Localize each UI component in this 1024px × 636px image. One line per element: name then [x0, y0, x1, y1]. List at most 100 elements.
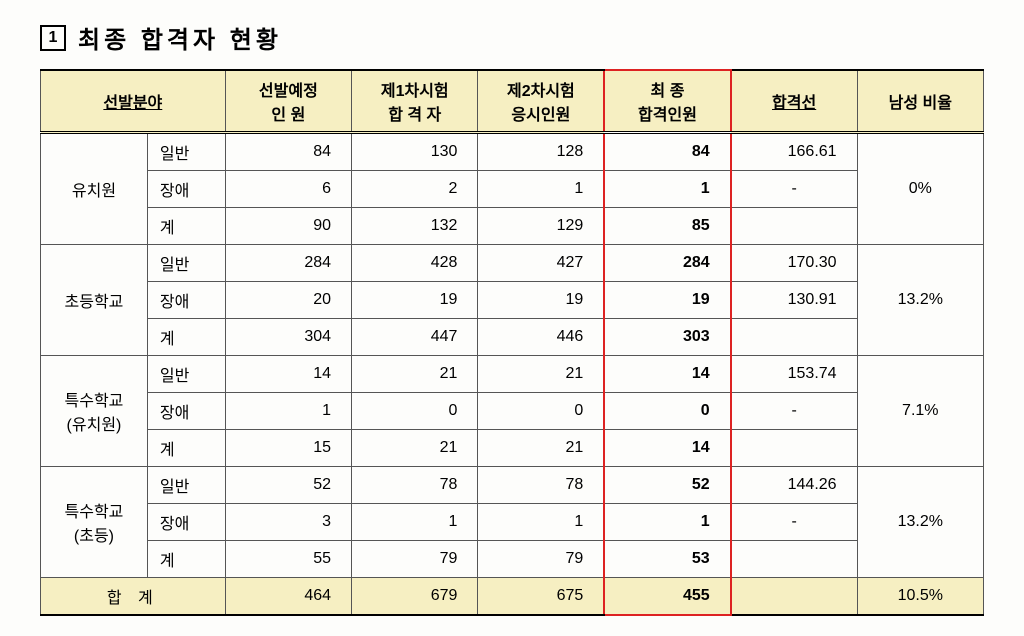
final-pass-cell: 14	[604, 430, 730, 467]
value-cell: 21	[352, 356, 478, 393]
male-ratio-cell: 13.2%	[857, 467, 983, 578]
final-pass-cell: 84	[604, 133, 730, 171]
cutoff-cell: -	[731, 393, 857, 430]
table-row: 계304447446303	[41, 319, 984, 356]
th-exam2-l1: 제2차시험	[507, 83, 575, 100]
value-cell: 20	[225, 282, 351, 319]
value-cell: 304	[225, 319, 351, 356]
value-cell: 6	[225, 171, 351, 208]
category-cell: 특수학교(유치원)	[41, 356, 148, 467]
cutoff-cell: 166.61	[731, 133, 857, 171]
final-pass-cell: 52	[604, 467, 730, 504]
th-final-l1: 최 종	[651, 83, 685, 100]
subcategory-cell: 일반	[147, 356, 225, 393]
value-cell: 446	[478, 319, 604, 356]
value-cell: 52	[225, 467, 351, 504]
value-cell: 128	[478, 133, 604, 171]
value-cell: 90	[225, 208, 351, 245]
value-cell: 19	[352, 282, 478, 319]
cutoff-cell	[731, 208, 857, 245]
table-row: 장애1000-	[41, 393, 984, 430]
th-category-label: 선발분야	[103, 95, 162, 112]
cutoff-cell	[731, 430, 857, 467]
heading-title: 최종 합격자 현황	[78, 20, 282, 55]
total-value-cell: 464	[225, 578, 351, 616]
table-row: 특수학교(초등)일반52787852144.2613.2%	[41, 467, 984, 504]
value-cell: 129	[478, 208, 604, 245]
cutoff-cell	[731, 319, 857, 356]
th-male-ratio: 남성 비율	[857, 70, 983, 133]
th-final-l2: 합격인원	[638, 107, 697, 124]
cutoff-cell: -	[731, 504, 857, 541]
table-row: 장애20191919130.91	[41, 282, 984, 319]
table-row: 장애6211-	[41, 171, 984, 208]
subcategory-cell: 일반	[147, 133, 225, 171]
total-value-cell: 679	[352, 578, 478, 616]
th-planned-l1: 선발예정	[259, 83, 318, 100]
value-cell: 130	[352, 133, 478, 171]
final-pass-cell: 0	[604, 393, 730, 430]
subcategory-cell: 계	[147, 430, 225, 467]
total-value-cell: 675	[478, 578, 604, 616]
value-cell: 84	[225, 133, 351, 171]
subcategory-cell: 일반	[147, 245, 225, 282]
table-row: 초등학교일반284428427284170.3013.2%	[41, 245, 984, 282]
value-cell: 14	[225, 356, 351, 393]
subcategory-cell: 계	[147, 208, 225, 245]
table-row: 계15212114	[41, 430, 984, 467]
cutoff-cell: 170.30	[731, 245, 857, 282]
subcategory-cell: 계	[147, 319, 225, 356]
value-cell: 1	[352, 504, 478, 541]
value-cell: 284	[225, 245, 351, 282]
value-cell: 0	[352, 393, 478, 430]
th-exam2: 제2차시험 응시인원	[478, 70, 604, 133]
category-cell: 초등학교	[41, 245, 148, 356]
table-body: 유치원일반8413012884166.610%장애6211-계901321298…	[41, 133, 984, 616]
value-cell: 55	[225, 541, 351, 578]
final-pass-cell: 19	[604, 282, 730, 319]
value-cell: 79	[478, 541, 604, 578]
value-cell: 79	[352, 541, 478, 578]
value-cell: 428	[352, 245, 478, 282]
total-row: 합 계46467967545510.5%	[41, 578, 984, 616]
table-row: 계55797953	[41, 541, 984, 578]
value-cell: 2	[352, 171, 478, 208]
th-final: 최 종 합격인원	[604, 70, 730, 133]
value-cell: 15	[225, 430, 351, 467]
cutoff-cell: 144.26	[731, 467, 857, 504]
th-category: 선발분야	[41, 70, 226, 133]
category-cell: 유치원	[41, 133, 148, 245]
th-planned: 선발예정 인 원	[225, 70, 351, 133]
status-table: 선발분야 선발예정 인 원 제1차시험 합 격 자 제2차시험 응시인원 최 종…	[40, 69, 984, 616]
table-row: 특수학교(유치원)일반14212114153.747.1%	[41, 356, 984, 393]
th-cutoff: 합격선	[731, 70, 857, 133]
final-pass-cell: 53	[604, 541, 730, 578]
subcategory-cell: 장애	[147, 282, 225, 319]
th-exam1-l2: 합 격 자	[388, 107, 441, 124]
total-final-pass-cell: 455	[604, 578, 730, 616]
cutoff-cell: 130.91	[731, 282, 857, 319]
subcategory-cell: 장애	[147, 393, 225, 430]
total-label: 합 계	[41, 578, 226, 616]
value-cell: 1	[225, 393, 351, 430]
th-exam1: 제1차시험 합 격 자	[352, 70, 478, 133]
cutoff-cell: 153.74	[731, 356, 857, 393]
value-cell: 21	[352, 430, 478, 467]
final-pass-cell: 1	[604, 171, 730, 208]
cutoff-cell	[731, 541, 857, 578]
male-ratio-cell: 0%	[857, 133, 983, 245]
value-cell: 0	[478, 393, 604, 430]
th-exam2-l2: 응시인원	[511, 107, 570, 124]
category-cell: 특수학교(초등)	[41, 467, 148, 578]
subcategory-cell: 장애	[147, 171, 225, 208]
table-row: 장애3111-	[41, 504, 984, 541]
subcategory-cell: 일반	[147, 467, 225, 504]
final-pass-cell: 85	[604, 208, 730, 245]
value-cell: 447	[352, 319, 478, 356]
heading: 1 최종 합격자 현황	[40, 20, 984, 55]
heading-number-box: 1	[40, 25, 66, 51]
subcategory-cell: 장애	[147, 504, 225, 541]
final-pass-cell: 284	[604, 245, 730, 282]
total-cutoff-cell	[731, 578, 857, 616]
value-cell: 1	[478, 504, 604, 541]
